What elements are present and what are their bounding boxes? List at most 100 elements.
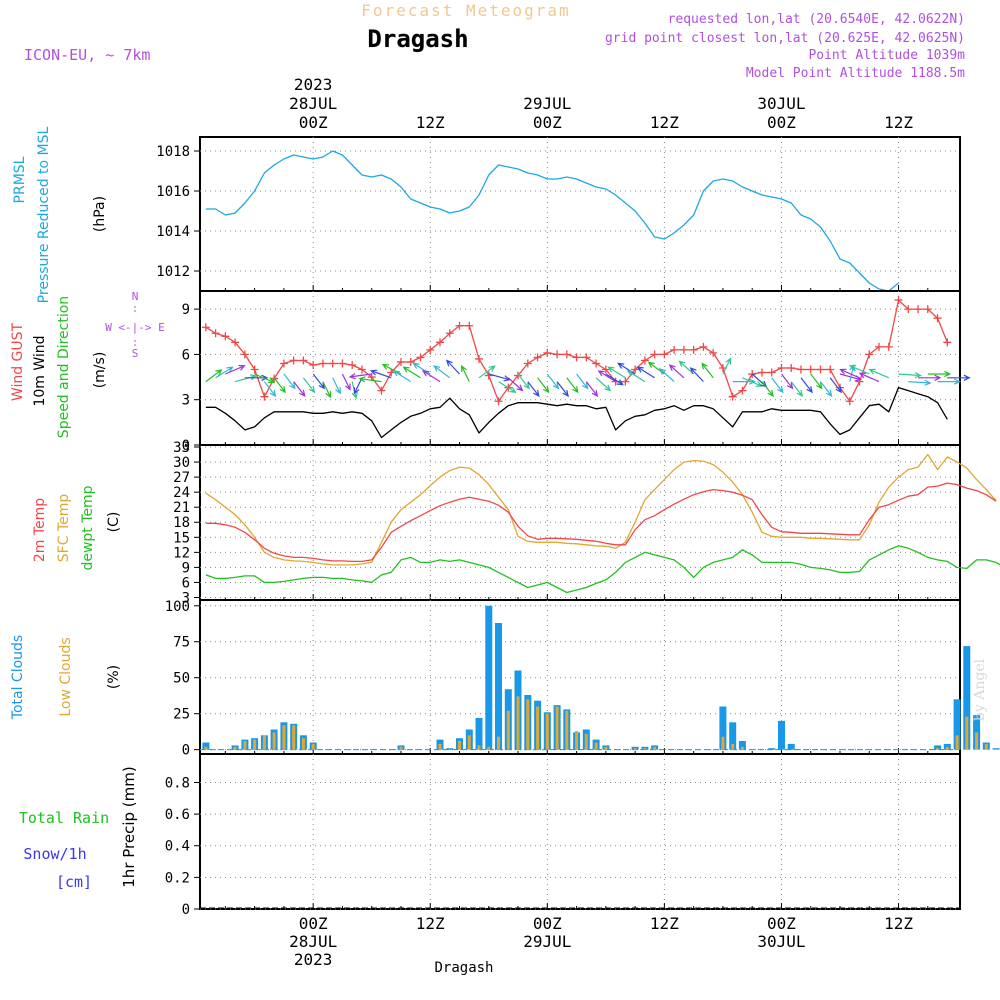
gust-marker (572, 353, 581, 362)
gust-marker (767, 368, 776, 377)
wind-direction-arrow (225, 364, 246, 375)
sfc-temp-label: SFC Temp (56, 494, 72, 563)
low-clouds-bar (740, 746, 744, 750)
dewpoint-line (205, 545, 1000, 594)
y-tick-label: 0.8 (165, 775, 190, 791)
point-altitude: Point Altitude 1039m (808, 48, 965, 63)
wind-direction-arrow (771, 377, 784, 394)
wind-direction-arrow (421, 370, 441, 383)
wind-direction-arrow (312, 373, 326, 390)
temperature-unit: (C) (106, 512, 122, 533)
wind-gust-label: Wind GUST (10, 322, 26, 401)
gust-marker (328, 359, 337, 368)
low-clouds-bar (262, 735, 266, 750)
low-clouds-bar (243, 741, 247, 750)
requested-coords: requested lon,lat (20.6540E, 42.0622N) (668, 12, 965, 27)
gust-marker (377, 386, 386, 395)
top-time-label: 12Z (884, 113, 913, 132)
low-clouds-bar (945, 746, 949, 750)
low-clouds-bar (399, 746, 403, 750)
total-clouds-bar (738, 741, 746, 750)
low-clouds-bar (458, 741, 461, 750)
gust-marker (787, 364, 796, 372)
top-time-label: 12Z (650, 113, 679, 132)
wind-direction-arrow (263, 381, 277, 397)
low-clouds-bar (643, 748, 647, 750)
gust-marker (289, 356, 298, 365)
gust-marker (631, 365, 640, 374)
snow-unit-label: [cm] (56, 873, 92, 891)
top-time-label: 29JUL (523, 94, 571, 113)
t2m-label: 2m Temp (32, 498, 48, 562)
wind-direction-arrow (898, 371, 922, 379)
wind-direction-arrow (647, 361, 665, 375)
wind-direction-arrow (527, 381, 540, 397)
compass-south: S (132, 347, 139, 360)
wind-direction-arrow (348, 373, 372, 380)
gust-marker (240, 350, 249, 359)
gust-marker (201, 323, 210, 332)
y-tick-label: 15 (173, 530, 190, 546)
gust-marker (318, 359, 327, 368)
gust-marker (894, 296, 903, 305)
y-tick-label: 18 (173, 515, 190, 531)
bottom-time-label: 28JUL (289, 932, 337, 951)
pressure-label-long: Pressure Reduced to MSL (36, 126, 52, 303)
gust-marker (592, 359, 601, 368)
wind-direction-arrow (790, 381, 804, 397)
y-tick-label: 100 (165, 599, 190, 615)
wind-direction-arrow (341, 373, 351, 391)
y-tick-label: 0.4 (165, 839, 190, 855)
wind-direction-label: Speed and Direction (56, 296, 72, 438)
y-tick-label: 3 (182, 590, 190, 606)
low-clouds-bar (575, 731, 579, 750)
bottom-time-label: 12Z (884, 914, 913, 933)
low-clouds-bar (497, 736, 500, 750)
pressure-line (205, 150, 899, 292)
low-clouds-bar (301, 738, 305, 750)
wind-direction-arrow (546, 373, 560, 390)
wind-direction-arrow (937, 378, 961, 385)
wind-direction-arrow (478, 365, 496, 379)
top-time-label: 00Z (767, 113, 796, 132)
total-clouds-bar (973, 715, 981, 750)
top-time-label: 28JUL (289, 94, 337, 113)
gust-marker (650, 350, 659, 359)
wind-direction-arrow (810, 373, 823, 390)
low-clouds-bar (253, 739, 257, 750)
gust-marker (923, 305, 932, 314)
wind-direction-arrow (820, 381, 833, 397)
low-clouds-bar (282, 725, 286, 750)
low-clouds-bar (516, 696, 520, 750)
y-tick-label: 6 (182, 347, 190, 363)
wind-direction-arrow (302, 377, 316, 394)
sfc-temp-line (205, 453, 997, 566)
bottom-time-label: 00Z (299, 914, 328, 933)
gust-marker (221, 332, 230, 341)
panel-frame (199, 136, 961, 292)
gust-marker (679, 345, 688, 354)
wind-direction-arrow (353, 377, 363, 395)
gust-marker (533, 353, 542, 362)
wind-direction-arrow (537, 377, 550, 394)
low-clouds-bar (653, 746, 657, 750)
y-tick-label: 0.6 (165, 807, 190, 823)
low-clouds-bar (984, 743, 988, 750)
low-clouds-bar (506, 710, 510, 750)
wind10m-line (205, 386, 948, 439)
pressure-panel: 1012 1014 1016 1018 PRMSL Pressure Reduced to… (12, 126, 961, 303)
bottom-time-label: 12Z (416, 914, 445, 933)
panel-frame (199, 753, 961, 910)
watermark: by Angel (972, 658, 988, 721)
dewpoint-label: dewpt Temp (80, 485, 96, 570)
gust-marker (875, 342, 884, 351)
panel-frame (199, 290, 961, 446)
wind-panel: 0 3 6 9 Wind GUST 10m Wind Speed and Direction… (10, 290, 971, 454)
gust-marker (796, 365, 805, 374)
low-clouds-bar (467, 735, 471, 750)
wind-direction-arrow (507, 377, 524, 392)
clouds-unit: (%) (106, 665, 122, 689)
model-altitude: Model Point Altitude 1188.5m (746, 66, 965, 81)
low-clouds-bar (233, 746, 237, 750)
